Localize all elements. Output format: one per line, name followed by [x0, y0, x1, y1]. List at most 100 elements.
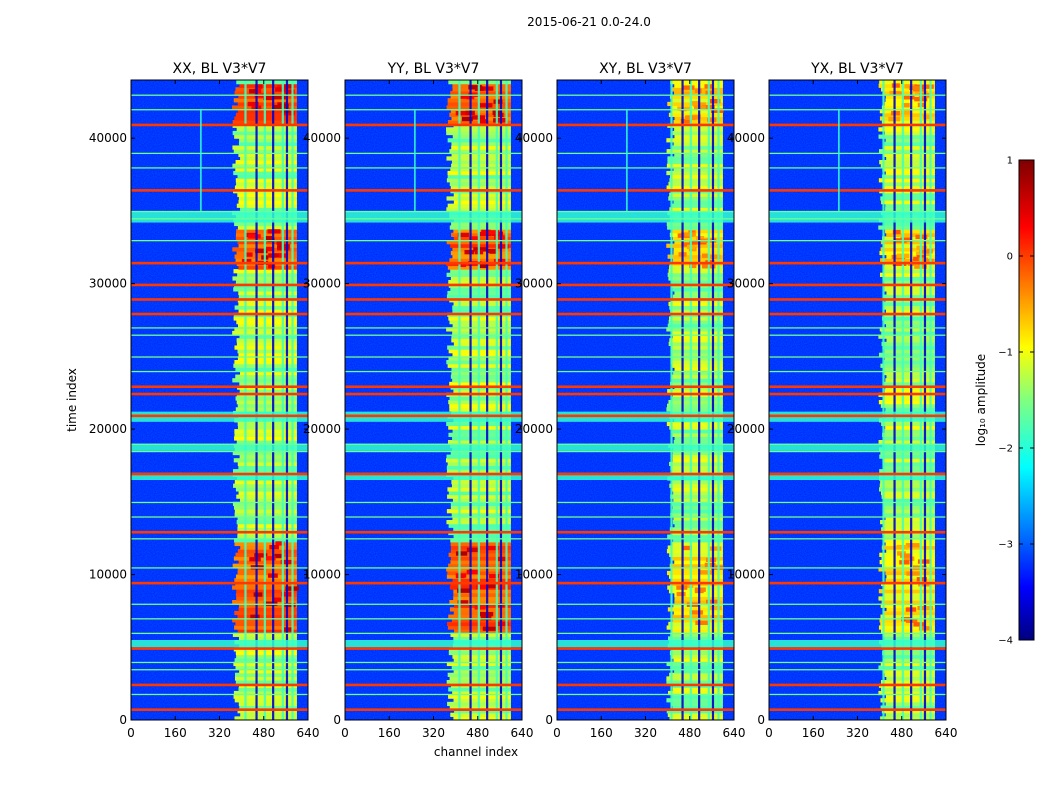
- band-strip: [237, 323, 297, 328]
- hot-block: [263, 556, 276, 561]
- x-tick-label: 640: [511, 726, 534, 740]
- band-strip: [666, 149, 723, 154]
- rfi-row-strong: [769, 189, 946, 192]
- rfi-row-weak: [557, 240, 734, 242]
- band-strip: [884, 287, 935, 292]
- waterfall-image: [769, 80, 946, 720]
- band-strip: [238, 265, 297, 270]
- band-strip: [450, 243, 511, 248]
- rfi-row-weak: [131, 450, 308, 453]
- band-strip: [667, 534, 723, 539]
- band-strip: [883, 181, 935, 187]
- hot-block: [249, 557, 261, 562]
- band-strip: [450, 538, 511, 543]
- band-strip: [237, 192, 297, 197]
- hot-block: [709, 254, 721, 259]
- band-strip: [451, 370, 511, 376]
- band-strip: [881, 87, 935, 92]
- hot-block: [274, 253, 282, 258]
- band-strip: [668, 341, 723, 347]
- band-strip: [880, 698, 935, 703]
- band-strip: [670, 701, 723, 707]
- rfi-row-strong: [557, 392, 734, 396]
- band-strip: [670, 512, 723, 517]
- colorbar-tick-label: 0: [1007, 252, 1013, 263]
- band-strip: [666, 709, 723, 714]
- band-strip: [883, 509, 935, 514]
- rfi-row-weak: [131, 538, 308, 540]
- band-strip: [235, 258, 297, 263]
- hot-block: [706, 117, 717, 122]
- band-strip: [452, 352, 511, 357]
- band-strip: [879, 469, 935, 474]
- band-strip: [669, 305, 723, 310]
- rfi-row-weak: [131, 370, 308, 373]
- band-strip: [880, 450, 935, 456]
- rfi-row-weak: [345, 240, 522, 242]
- band-strip: [882, 632, 935, 637]
- hot-block: [457, 600, 469, 605]
- hot-block: [275, 87, 289, 92]
- band-strip: [666, 138, 723, 143]
- band-strip: [666, 676, 723, 681]
- y-tick-label: 30000: [303, 277, 341, 291]
- band-strip: [671, 567, 723, 572]
- band-strip: [884, 654, 935, 659]
- band-strip: [673, 538, 723, 543]
- band-strip: [667, 636, 723, 641]
- band-strip: [666, 221, 723, 227]
- y-tick-label: 40000: [303, 131, 341, 145]
- hot-block: [906, 571, 921, 576]
- rfi-row-weak: [345, 603, 522, 605]
- band-strip: [670, 345, 723, 350]
- rfi-column: [263, 80, 266, 720]
- rfi-row-weak: [557, 94, 734, 96]
- band-strip: [452, 305, 511, 310]
- band-strip: [235, 167, 297, 172]
- rfi-row-weak: [345, 327, 522, 329]
- hot-block: [489, 249, 498, 254]
- waterfall-image: [345, 80, 522, 720]
- band-strip: [452, 690, 511, 696]
- band-strip: [672, 694, 723, 699]
- rfi-row-weak: [131, 661, 308, 664]
- rfi-row-weak: [769, 603, 946, 605]
- band-strip: [452, 429, 511, 434]
- rfi-row-weak: [557, 356, 734, 358]
- band-strip: [882, 90, 935, 96]
- band-strip: [879, 272, 935, 277]
- hot-block: [913, 622, 925, 627]
- band-strip: [238, 290, 297, 296]
- band-strip: [671, 280, 723, 285]
- band-strip: [236, 520, 297, 525]
- band-strip: [667, 607, 723, 612]
- band-strip: [672, 520, 723, 525]
- band-strip: [234, 676, 297, 681]
- band-strip: [878, 127, 935, 132]
- band-strip: [237, 709, 297, 714]
- rfi-row-weak: [131, 443, 308, 445]
- rfi-row-weak: [769, 450, 946, 453]
- wide-rfi-band: [131, 443, 308, 451]
- band-strip: [883, 465, 935, 470]
- band-strip: [882, 367, 935, 372]
- x-tick-label: 640: [297, 726, 320, 740]
- y-tick-label: 0: [757, 713, 765, 727]
- rfi-row-weak: [769, 538, 946, 540]
- band-strip: [670, 174, 723, 179]
- wide-rfi-band: [557, 640, 734, 648]
- band-strip: [672, 450, 723, 456]
- rfi-row-strong: [345, 283, 522, 287]
- hot-block: [273, 104, 284, 110]
- hot-block: [493, 112, 504, 118]
- band-strip: [878, 334, 935, 339]
- band-strip: [673, 370, 723, 376]
- hot-block: [708, 546, 722, 551]
- rfi-row-strong: [131, 472, 308, 476]
- rfi-row-strong: [131, 414, 308, 418]
- hot-block: [249, 89, 257, 94]
- x-tick-label: 0: [341, 726, 349, 740]
- band-strip: [237, 101, 297, 107]
- band-strip: [672, 130, 723, 136]
- band-strip: [881, 105, 935, 110]
